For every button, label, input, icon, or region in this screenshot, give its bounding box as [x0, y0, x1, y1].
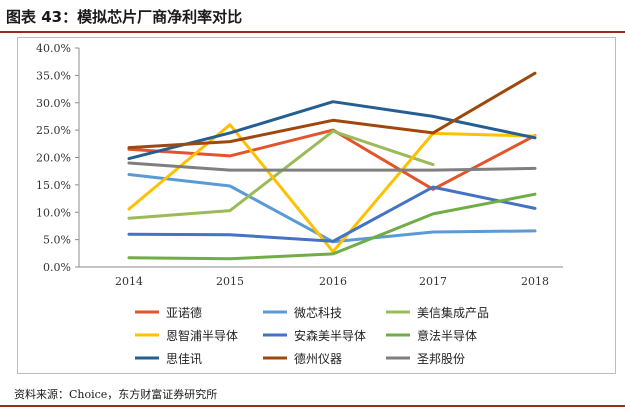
legend-label: 圣邦股份 — [417, 352, 465, 366]
y-tick-label: 15.0% — [36, 179, 71, 192]
source-note: 资料来源：Choice，东方财富证券研究所 — [14, 388, 218, 401]
series-line — [127, 123, 537, 254]
y-tick-label: 35.0% — [36, 69, 71, 82]
title-divider — [0, 31, 625, 33]
x-tick-label: 2017 — [419, 275, 447, 288]
x-tick-label: 2015 — [216, 275, 244, 288]
x-tick-label: 2018 — [521, 275, 549, 288]
legend-label: 德州仪器 — [294, 351, 342, 366]
y-tick-label: 20.0% — [36, 152, 71, 165]
y-tick-label: 5.0% — [43, 234, 71, 247]
chart-title: 图表 43：模拟芯片厂商净利率对比 — [6, 8, 243, 26]
legend-label: 微芯科技 — [294, 306, 342, 320]
x-tick-label: 2014 — [115, 275, 143, 288]
series-line — [127, 192, 537, 261]
y-tick-label: 30.0% — [36, 97, 71, 110]
series-line — [127, 173, 537, 244]
legend-label: 安森美半导体 — [294, 328, 366, 343]
series-line — [127, 185, 537, 243]
chart-frame — [17, 37, 616, 374]
legend-label: 亚诺德 — [166, 305, 202, 320]
series-line — [127, 161, 537, 172]
x-tick-label: 2016 — [319, 275, 347, 288]
legend-label: 美信集成产品 — [417, 305, 489, 320]
legend-label: 思佳讯 — [166, 352, 202, 366]
series-line — [127, 100, 537, 161]
legend-label: 意法半导体 — [417, 328, 477, 343]
y-tick-label: 40.0% — [36, 42, 71, 55]
y-tick-label: 25.0% — [36, 124, 71, 137]
y-tick-label: 0.0% — [43, 261, 71, 274]
footer-divider — [0, 405, 625, 407]
series-line — [127, 71, 537, 150]
y-tick-label: 10.0% — [36, 206, 71, 219]
legend-label: 恩智浦半导体 — [166, 328, 238, 343]
